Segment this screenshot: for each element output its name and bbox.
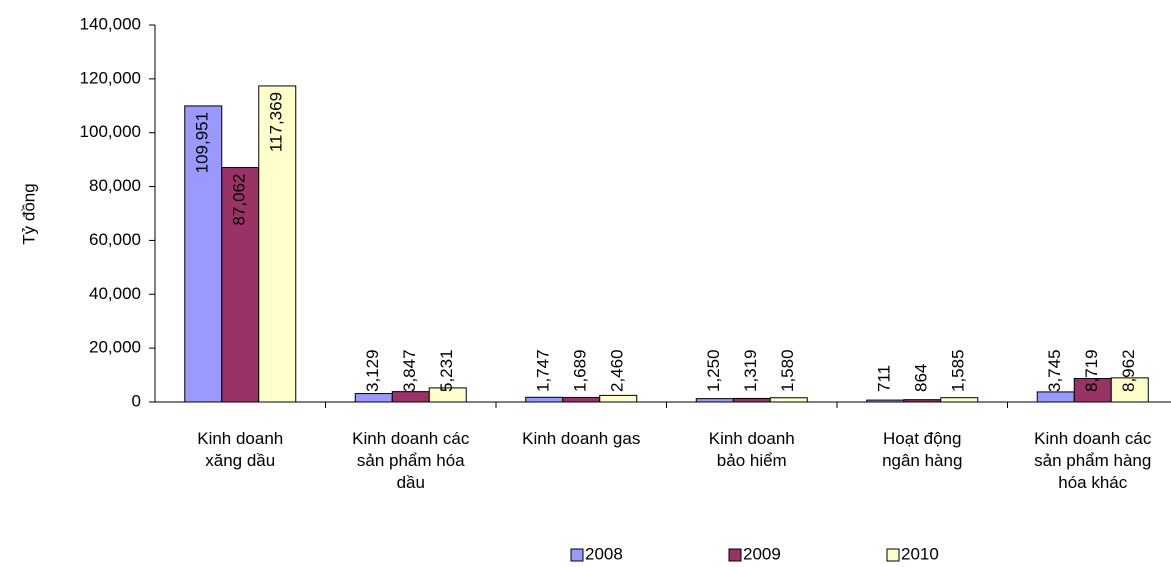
data-label: 1,585 — [949, 349, 968, 392]
legend-label: 2008 — [585, 544, 623, 563]
data-label: 1,747 — [534, 349, 553, 392]
data-label: 1,580 — [778, 349, 797, 392]
bar — [525, 396, 564, 403]
data-label: 5,231 — [437, 349, 456, 392]
x-tick-label: Kinh doanh các sản phẩm hàng hóa khác — [1034, 429, 1152, 492]
data-label: 3,129 — [363, 349, 382, 392]
bar — [866, 399, 905, 403]
y-tick-label: 80,000 — [89, 176, 141, 195]
bar — [562, 396, 601, 403]
bar — [695, 398, 734, 403]
y-tick-label: 120,000 — [80, 68, 141, 87]
bar — [258, 85, 297, 403]
data-label: 1,689 — [571, 349, 590, 392]
legend-swatch — [570, 548, 584, 562]
data-label: 1,250 — [704, 349, 723, 392]
y-tick-label: 0 — [132, 391, 141, 410]
data-label: 109,951 — [193, 112, 212, 173]
bar — [903, 399, 942, 403]
bar — [354, 393, 393, 403]
data-label: 2,460 — [608, 349, 627, 392]
legend-swatch — [728, 548, 742, 562]
bar — [1036, 391, 1075, 403]
bar — [1110, 377, 1149, 403]
bar — [391, 391, 430, 403]
data-label: 3,745 — [1045, 349, 1064, 392]
data-label: 1,319 — [741, 349, 760, 392]
data-label: 87,062 — [230, 174, 249, 226]
y-tick-label: 100,000 — [80, 122, 141, 141]
bar — [428, 387, 467, 403]
data-label: 711 — [875, 365, 894, 392]
bar — [769, 397, 808, 403]
y-tick-label: 60,000 — [89, 230, 141, 249]
y-axis-title: Tỷ đồng — [19, 183, 38, 244]
data-label: 117,369 — [267, 92, 286, 152]
x-tick-label: Hoạt động ngân hàng — [882, 429, 963, 470]
data-label: 864 — [912, 364, 931, 392]
x-tick-label: Kinh doanh xăng dầu — [197, 429, 284, 470]
bar — [940, 397, 979, 403]
bar — [599, 394, 638, 403]
y-tick-label: 20,000 — [89, 338, 141, 357]
data-label: 8,719 — [1082, 349, 1101, 392]
bar — [221, 167, 260, 403]
legend-label: 2009 — [743, 544, 781, 563]
data-label: 8,962 — [1119, 349, 1138, 392]
legend-label: 2010 — [901, 544, 939, 563]
bar — [732, 397, 771, 403]
y-tick-label: 140,000 — [80, 14, 141, 33]
legend-swatch — [886, 548, 900, 562]
y-tick-label: 40,000 — [89, 284, 141, 303]
x-tick-label: Kinh doanh các sản phẩm hóa dầu — [352, 429, 470, 492]
x-tick-label: Kinh doanh bảo hiểm — [708, 429, 795, 470]
data-label: 3,847 — [400, 349, 419, 392]
x-tick-label: Kinh doanh gas — [522, 429, 641, 448]
bar — [184, 105, 223, 403]
